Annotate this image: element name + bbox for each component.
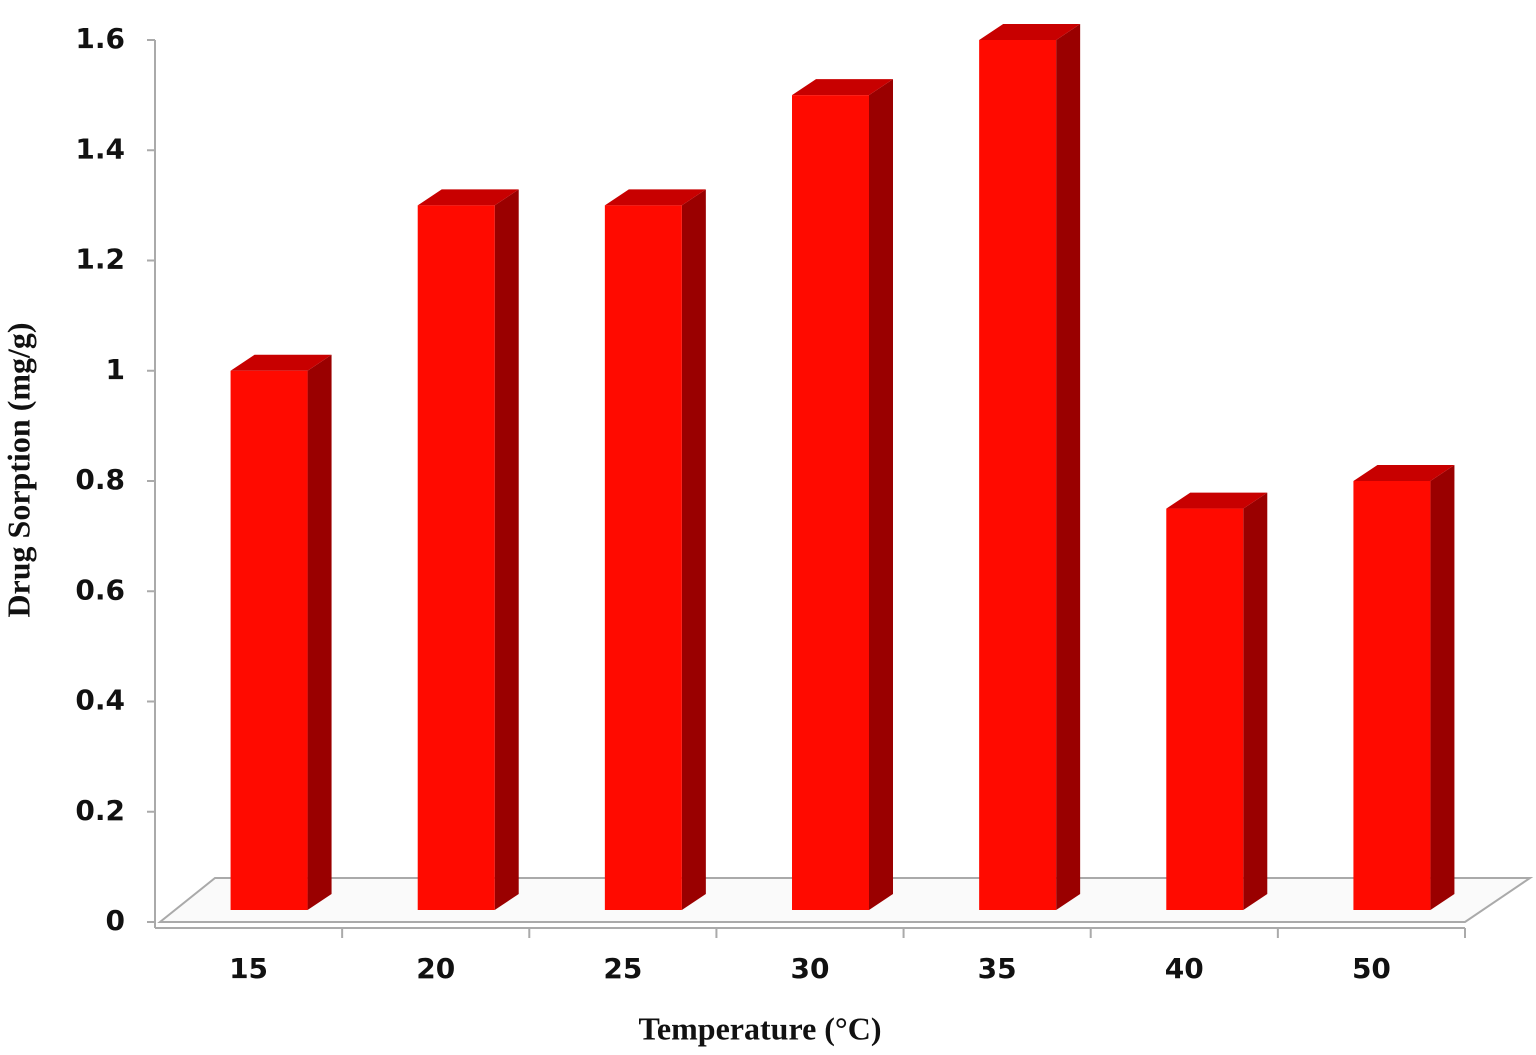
x-tick-label: 15 [229,952,268,985]
y-tick-label: 0.6 [75,573,125,606]
y-tick-label: 1 [106,353,125,386]
bar-face [1353,481,1431,910]
bar-face [417,205,495,910]
bar-face [494,189,519,910]
y-tick-label: 0 [106,904,125,937]
bar-face [307,354,332,910]
y-tick-label: 1.6 [75,22,125,55]
bar [1166,492,1268,910]
bar-face [792,95,869,910]
y-tick-label: 0.8 [75,463,125,496]
bar-face [604,205,682,910]
bar [417,189,519,910]
bar-face [979,40,1057,910]
bar-face [1353,465,1455,481]
bar-face [681,189,706,910]
bar-face [417,189,519,206]
bar-face [869,79,893,910]
bar-face [1166,492,1268,509]
bar [1353,465,1455,910]
y-tick-label: 1.2 [75,243,125,276]
y-tick-label: 0.4 [75,684,125,717]
x-tick-label: 30 [791,952,830,985]
bar-face [1243,492,1268,910]
bar [230,354,332,910]
bar-face [1056,24,1081,910]
bar-face [1166,508,1244,910]
x-axis-title: Temperature (°C) [639,1010,882,1046]
bar [604,189,706,910]
bar [979,24,1081,910]
bar-face [604,189,706,206]
bar [792,79,893,910]
y-tick-label: 0.2 [75,794,125,827]
bar-face [979,24,1081,40]
y-axis-title: Drug Sorption (mg/g) [0,322,36,617]
x-tick-label: 35 [978,952,1017,985]
y-tick-label: 1.4 [75,132,125,165]
x-tick-label: 40 [1165,952,1204,985]
x-tick-label: 25 [603,952,642,985]
x-tick-label: 20 [416,952,455,985]
bar-face [230,370,308,910]
x-tick-label: 50 [1352,952,1391,985]
bar-face [1430,465,1455,910]
bar-face [230,354,332,371]
bar-face [792,79,893,96]
